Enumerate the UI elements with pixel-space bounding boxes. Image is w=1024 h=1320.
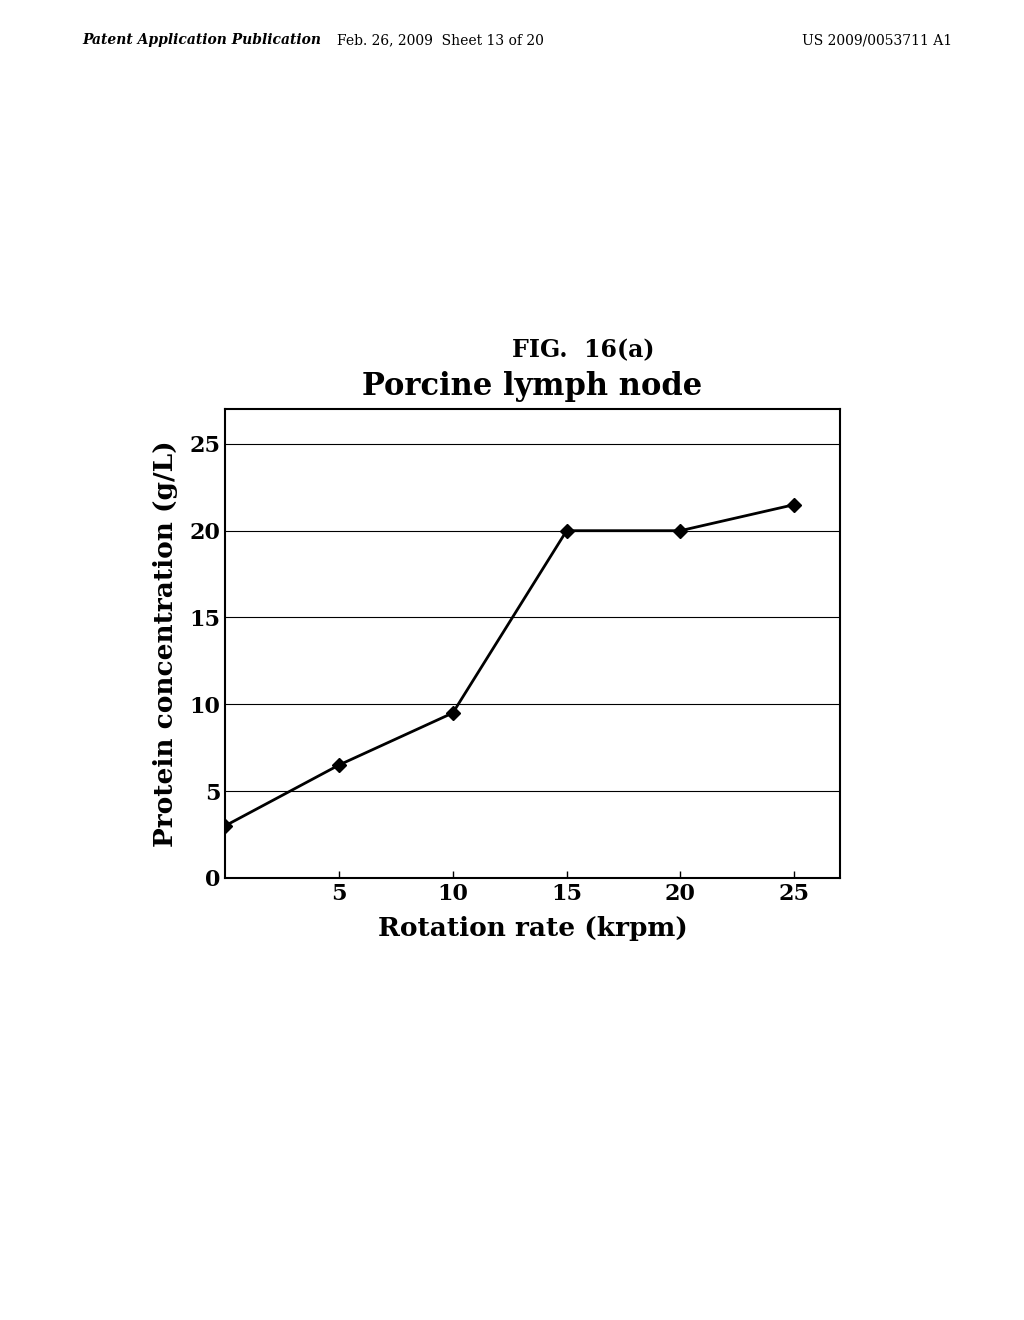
Y-axis label: Protein concentration (g/L): Protein concentration (g/L) — [154, 440, 178, 847]
Text: Patent Application Publication: Patent Application Publication — [82, 33, 321, 48]
Text: US 2009/0053711 A1: US 2009/0053711 A1 — [802, 33, 952, 48]
Text: Feb. 26, 2009  Sheet 13 of 20: Feb. 26, 2009 Sheet 13 of 20 — [337, 33, 544, 48]
Text: FIG.  16(a): FIG. 16(a) — [512, 338, 655, 362]
X-axis label: Rotation rate (krpm): Rotation rate (krpm) — [378, 916, 687, 941]
Title: Porcine lymph node: Porcine lymph node — [362, 371, 702, 403]
